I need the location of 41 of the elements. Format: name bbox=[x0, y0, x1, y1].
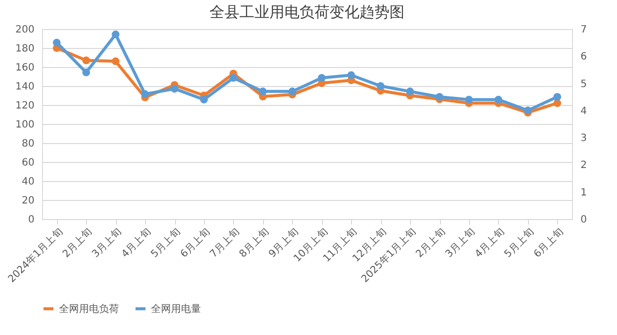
point bbox=[258, 88, 267, 96]
legend-label: 全网用电负荷 bbox=[59, 302, 119, 315]
y2-tick-label: 2 bbox=[580, 160, 587, 172]
point bbox=[112, 57, 120, 66]
y-tick-label: 0 bbox=[28, 214, 34, 226]
y-tick-label: 140 bbox=[15, 82, 34, 92]
point bbox=[170, 84, 178, 93]
y2-tick-label: 4 bbox=[580, 106, 587, 117]
y2-tick-label: 5 bbox=[580, 78, 587, 90]
point bbox=[82, 68, 90, 76]
point bbox=[288, 88, 296, 96]
point bbox=[347, 71, 356, 80]
y2-tick-label: 7 bbox=[580, 24, 587, 36]
y2-tick-label: 1 bbox=[580, 187, 587, 198]
point bbox=[141, 90, 149, 98]
point bbox=[406, 88, 414, 96]
point bbox=[112, 30, 120, 38]
point bbox=[494, 96, 502, 104]
y-tick-label: 100 bbox=[15, 120, 34, 130]
point bbox=[230, 74, 238, 82]
point bbox=[376, 82, 384, 90]
legend-label: 全网用电量 bbox=[151, 302, 201, 315]
y-tick-label: 200 bbox=[15, 24, 34, 36]
y-tick-label: 60 bbox=[22, 158, 34, 168]
y2-tick-label: 6 bbox=[580, 52, 587, 63]
y2-tick-label: 0 bbox=[580, 214, 587, 226]
y-tick-label: 160 bbox=[15, 62, 34, 74]
y-tick-label: 40 bbox=[22, 176, 34, 188]
point bbox=[318, 74, 326, 82]
point bbox=[200, 96, 208, 104]
point bbox=[82, 56, 90, 64]
y-tick-label: 20 bbox=[22, 196, 34, 206]
y-tick-label: 180 bbox=[15, 44, 34, 54]
point bbox=[465, 96, 473, 104]
y-tick-label: 80 bbox=[22, 138, 34, 150]
chart-title: 全县工业用电负荷变化趋势图 bbox=[210, 3, 404, 21]
point bbox=[52, 38, 61, 46]
y2-tick-label: 3 bbox=[580, 133, 587, 144]
point bbox=[553, 92, 562, 101]
y-tick-label: 120 bbox=[15, 100, 34, 112]
point bbox=[436, 92, 444, 101]
